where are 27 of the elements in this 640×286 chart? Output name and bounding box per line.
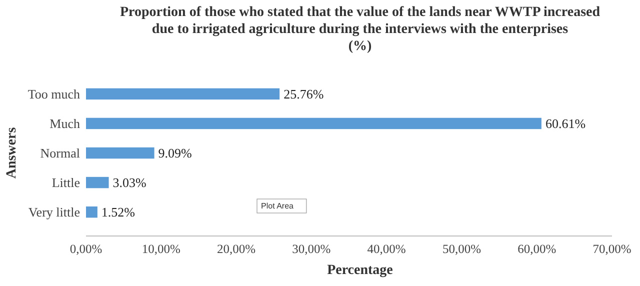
x-axis-title: Percentage xyxy=(327,263,393,278)
x-tick-label: 20,00% xyxy=(217,242,256,256)
bar xyxy=(86,147,154,159)
y-axis-title: Answers xyxy=(4,126,20,179)
bar xyxy=(86,176,109,188)
x-tick-label: 60,00% xyxy=(518,242,556,256)
data-label: 9.09% xyxy=(158,146,192,160)
x-tick-label: 40,00% xyxy=(367,242,406,256)
data-label: 25.76% xyxy=(284,86,324,102)
x-tick-label: 50,00% xyxy=(442,242,481,256)
data-label: 60.61% xyxy=(545,116,586,131)
data-label: 3.03% xyxy=(112,175,147,190)
x-tick-label: 10,00% xyxy=(142,242,180,256)
x-tick-label: 0,00% xyxy=(70,242,102,256)
bar xyxy=(86,206,98,218)
bar xyxy=(86,88,280,100)
x-tick-label: 30,00% xyxy=(292,242,331,256)
x-tick-label: 70,00% xyxy=(592,242,632,256)
y-tick-label: Too much xyxy=(28,86,80,102)
chart-title: Proportion of those who stated that the value of the lands near WWTP increased due to irrigated agriculture during the interviews with the enterprises (%) xyxy=(120,5,600,54)
y-tick-label: Very little xyxy=(28,204,80,220)
data-label: 1.52% xyxy=(101,204,136,220)
bar xyxy=(86,118,542,130)
y-tick-label: Much xyxy=(50,116,80,131)
annotation: Plot Area xyxy=(261,202,294,210)
y-tick-label: Little xyxy=(52,175,80,190)
y-tick-label: Normal xyxy=(40,146,80,160)
